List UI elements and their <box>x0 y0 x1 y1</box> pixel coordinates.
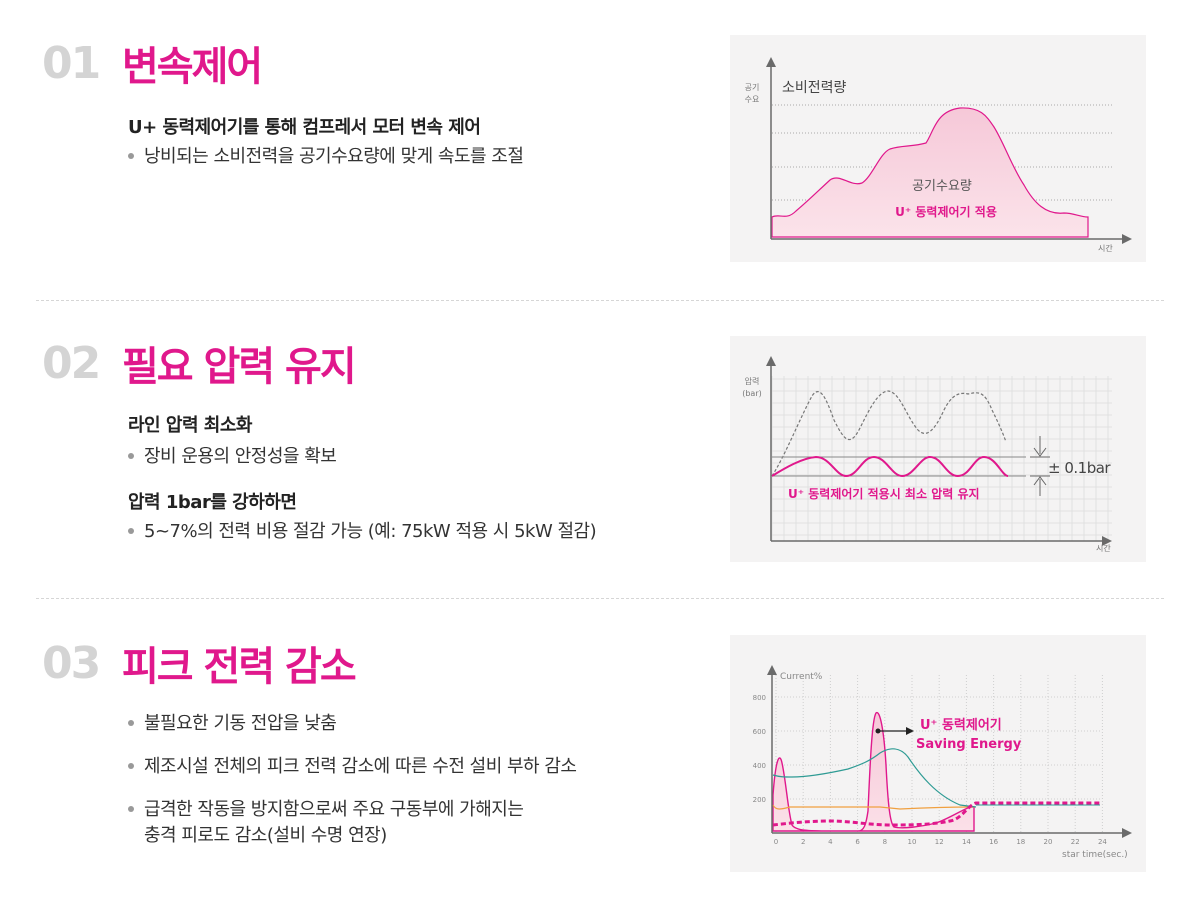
x-tick-label: 20 <box>1044 838 1053 846</box>
x-tick-label: 24 <box>1098 838 1107 846</box>
section-divider <box>36 598 1164 599</box>
pressure-chart: ± 0.1bar U⁺ 동력제어기 적용시 최소 압력 유지 압력 (bar) … <box>730 336 1146 562</box>
x-axis-arrow <box>1102 536 1112 546</box>
bullet-item: 불필요한 기동 전압을 낮춤 <box>128 711 337 737</box>
bullet-dot <box>128 762 134 769</box>
band-label: ± 0.1bar <box>1048 459 1111 477</box>
x-axis-label: 시간 <box>1096 543 1111 553</box>
y-tick-label: 400 <box>753 762 766 770</box>
y-axis-label: Current% <box>780 672 823 682</box>
teal-current-line <box>772 748 977 808</box>
bullet-text: 장비 운용의 안정성을 확보 <box>144 446 337 467</box>
y-axis-label-line2: 수요 <box>745 95 760 104</box>
y-axis-arrow <box>766 356 776 366</box>
bullet-item: 제조시설 전체의 피크 전력 감소에 따른 수전 설비 부하 감소 <box>128 754 577 780</box>
y-axis-label-line1: 공기 <box>745 83 760 92</box>
x-tick-label: 10 <box>908 838 917 846</box>
x-tick-label: 16 <box>989 838 998 846</box>
bullet-dot <box>128 719 134 726</box>
demand-curve <box>771 107 1089 238</box>
y-axis-label-line1: 압력 <box>745 376 760 386</box>
band-arrowhead-top <box>1033 447 1047 457</box>
x-tick-label: 2 <box>801 838 805 846</box>
x-tick-label: 0 <box>774 838 778 846</box>
section-subhead: 라인 압력 최소화 <box>128 415 252 436</box>
bullet-text: 불필요한 기동 전압을 낮춤 <box>144 713 337 734</box>
section-number: 01 <box>42 38 101 89</box>
section-number: 03 <box>42 638 101 689</box>
x-axis-label: 시간 <box>1098 243 1113 253</box>
y-tick-label: 600 <box>753 728 766 736</box>
section-title: 피크 전력 감소 <box>122 644 357 690</box>
speed-control-chart: 공기 수요 소비전력량 공기수요량 U⁺ 동력제어기 적용 시간 <box>730 35 1146 262</box>
pressure-chart-svg: ± 0.1bar U⁺ 동력제어기 적용시 최소 압력 유지 압력 (bar) … <box>742 356 1112 553</box>
section-subhead: U+ 동력제어기를 통해 컴프레서 모터 변속 제어 <box>128 117 481 138</box>
x-axis-arrow <box>1122 828 1132 838</box>
y-axis-label-line2: (bar) <box>742 389 762 398</box>
section-number: 02 <box>42 338 101 389</box>
orange-current-line <box>772 804 975 810</box>
bullet-text: 급격한 작동을 방지함으로써 주요 구동부에 가해지는 <box>144 799 524 820</box>
controlled-current-line <box>772 801 1100 827</box>
y-tick-label: 200 <box>753 796 766 804</box>
y-tick-labels: 800 600 400 200 <box>753 694 766 804</box>
bullet-item: 5~7%의 전력 비용 절감 가능 (예: 75kW 적용 시 5kW 절감) <box>128 519 597 545</box>
peak-current-chart: U⁺ 동력제어기 Saving Energy Current% 800 600 40… <box>730 635 1146 872</box>
controller-applied-label: U⁺ 동력제어기 적용 <box>895 204 997 219</box>
x-tick-label: 6 <box>855 838 860 846</box>
section-subhead-2: 압력 1bar를 강하하면 <box>128 492 297 513</box>
air-demand-label: 공기수요량 <box>912 179 972 194</box>
section-title: 변속제어 <box>122 44 263 90</box>
chart-grid <box>772 675 1103 833</box>
bullet-dot <box>128 152 134 159</box>
y-axis-arrow <box>767 665 777 675</box>
controlled-pressure-curve <box>771 455 1009 478</box>
x-tick-label: 18 <box>1016 838 1025 846</box>
y-axis-arrow <box>766 57 776 67</box>
conventional-pressure-curve <box>771 390 1007 477</box>
bullet-dot <box>128 805 134 812</box>
speed-control-chart-svg: 공기 수요 소비전력량 공기수요량 U⁺ 동력제어기 적용 시간 <box>745 57 1132 253</box>
y-tick-label: 800 <box>753 694 766 702</box>
section-speed-control: 01 변속제어 U+ 동력제어기를 통해 컴프레서 모터 변속 제어 낭비되는 … <box>0 0 1200 290</box>
x-axis-arrow <box>1122 234 1132 244</box>
bullet-item: 급격한 작동을 방지함으로써 주요 구동부에 가해지는 충격 피로도 감소(설비… <box>128 797 524 849</box>
bullet-item: 낭비되는 소비전력을 공기수요량에 맞게 속도를 조절 <box>128 144 524 170</box>
saving-label-line1: U⁺ 동력제어기 <box>920 717 1002 733</box>
x-tick-label: 12 <box>935 838 944 846</box>
section-divider <box>36 300 1164 301</box>
saving-label-line2: Saving Energy <box>916 737 1022 752</box>
pointer-arrowhead <box>906 727 914 735</box>
x-axis-label: star time(sec.) <box>1062 850 1128 860</box>
x-tick-label: 8 <box>883 838 887 846</box>
pointer-dot <box>875 728 881 734</box>
x-tick-label: 4 <box>828 838 833 846</box>
section-title: 필요 압력 유지 <box>122 344 357 390</box>
peak-current-chart-svg: U⁺ 동력제어기 Saving Energy Current% 80060040… <box>753 665 1132 860</box>
bullet-text-continuation: 충격 피로도 감소(설비 수명 연장) <box>144 825 387 846</box>
controller-applied-label: U⁺ 동력제어기 적용시 최소 압력 유지 <box>788 486 980 501</box>
power-consumption-label: 소비전력량 <box>782 80 847 96</box>
x-tick-label: 22 <box>1071 838 1080 846</box>
x-tick-label: 14 <box>962 838 971 846</box>
bullet-text: 낭비되는 소비전력을 공기수요량에 맞게 속도를 조절 <box>144 146 524 167</box>
bullet-text: 5~7%의 전력 비용 절감 가능 (예: 75kW 적용 시 5kW 절감) <box>144 521 597 542</box>
bullet-dot <box>128 527 134 534</box>
bullet-dot <box>128 452 134 459</box>
band-arrowhead-bottom <box>1033 476 1047 486</box>
x-tick-labels: 0 2 4 6 8 10 12 14 16 18 20 22 24 <box>774 838 1108 846</box>
bullet-text: 제조시설 전체의 피크 전력 감소에 따른 수전 설비 부하 감소 <box>144 756 577 777</box>
bullet-item: 장비 운용의 안정성을 확보 <box>128 444 337 470</box>
